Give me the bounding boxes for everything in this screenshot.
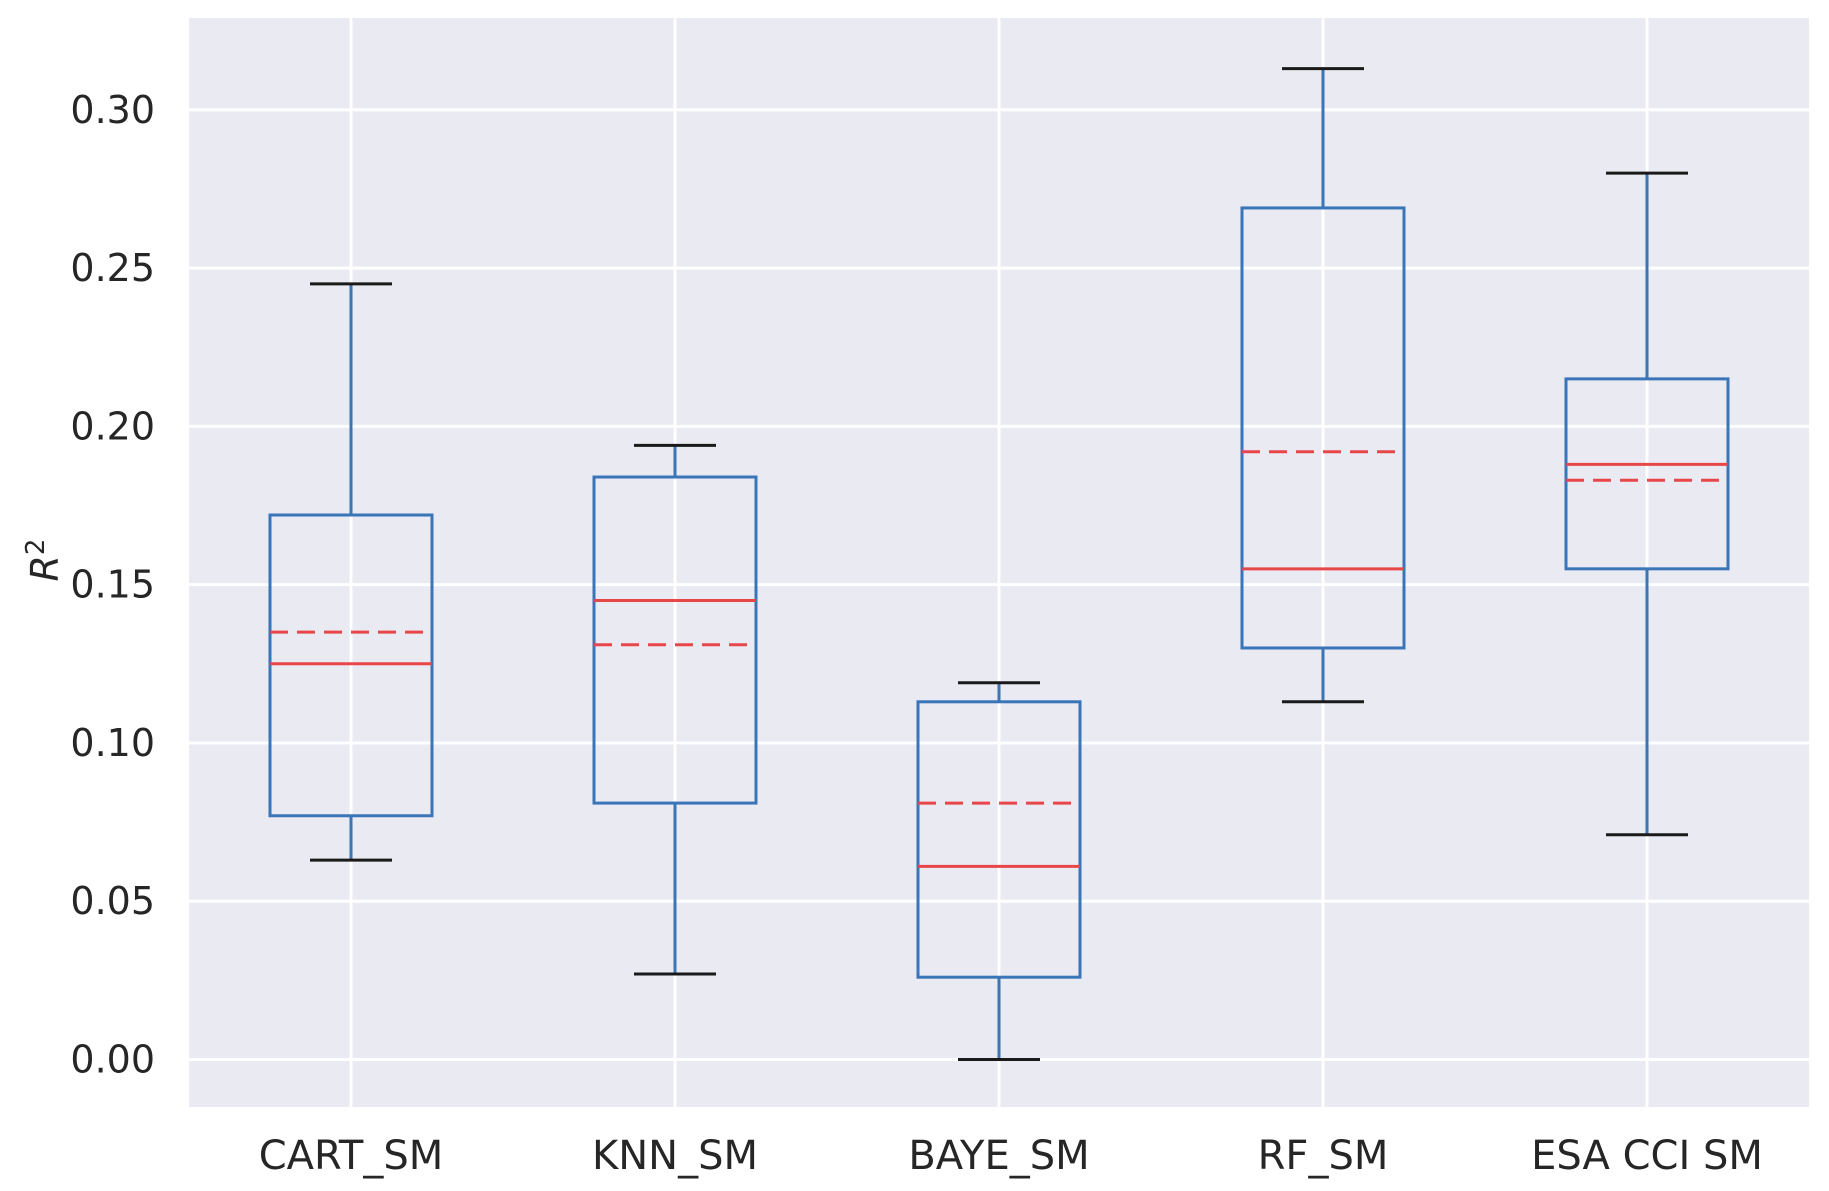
- iqr-box: [592, 475, 758, 805]
- box-group: [916, 681, 1082, 1062]
- x-tick-label: ESA CCI SM: [1531, 1133, 1763, 1179]
- box-group: [268, 282, 434, 862]
- iqr-box: [1564, 377, 1730, 571]
- x-tick-label: BAYE_SM: [908, 1133, 1089, 1179]
- iqr-box: [1240, 206, 1406, 650]
- y-tick-label: 0.30: [70, 88, 155, 132]
- y-axis-ticks: 0.00 0.05 0.10 0.15 0.20 0.25 0.30: [70, 88, 155, 1082]
- y-tick-label: 0.00: [70, 1038, 155, 1082]
- x-tick-label: CART_SM: [259, 1133, 444, 1179]
- y-tick-label: 0.05: [70, 879, 155, 923]
- y-axis-label: R2: [21, 539, 67, 582]
- box-group: [592, 443, 758, 976]
- y-tick-label: 0.25: [70, 246, 155, 290]
- box-layer: [268, 67, 1730, 1062]
- box-group: [1564, 171, 1730, 837]
- iqr-box: [916, 700, 1082, 979]
- x-axis-ticks: CART_SM KNN_SM BAYE_SM RF_SM ESA CCI SM: [259, 1133, 1763, 1179]
- y-tick-label: 0.20: [70, 404, 155, 448]
- grid-layer: [189, 18, 1809, 1107]
- y-tick-label: 0.10: [70, 721, 155, 765]
- x-tick-label: KNN_SM: [592, 1133, 758, 1179]
- x-tick-label: RF_SM: [1258, 1133, 1389, 1179]
- y-axis-label-superscript: 2: [21, 539, 51, 556]
- y-tick-label: 0.15: [70, 563, 155, 607]
- iqr-box: [268, 513, 434, 818]
- box-group: [1240, 67, 1406, 704]
